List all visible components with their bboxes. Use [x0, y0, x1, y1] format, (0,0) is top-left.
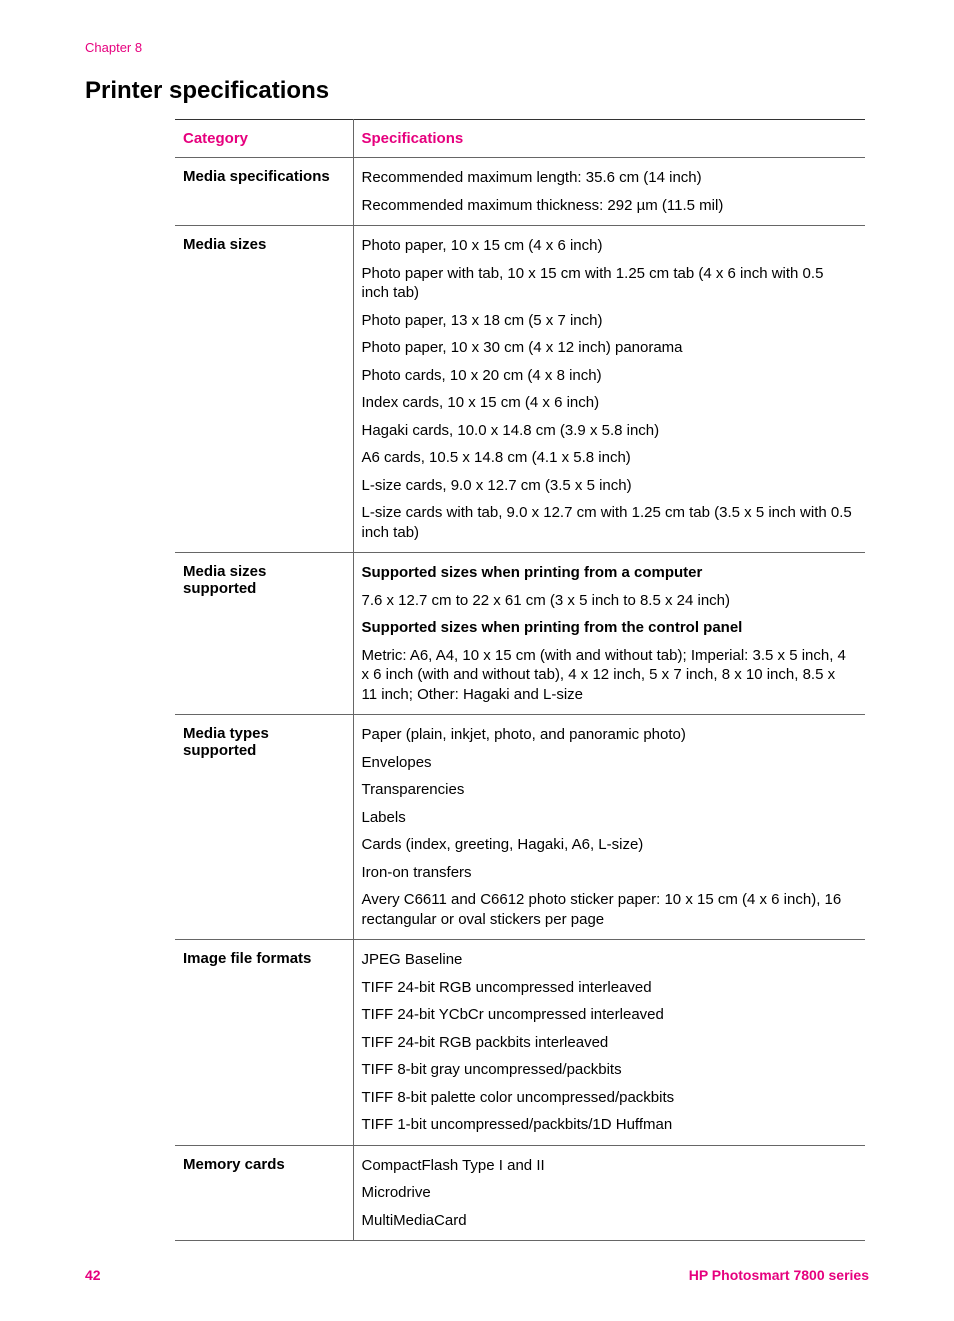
table-row: Image file formats JPEG Baseline TIFF 24-b… [175, 940, 865, 1146]
chapter-label: Chapter 8 [85, 40, 869, 55]
spec-item: 7.6 x 12.7 cm to 22 x 61 cm (3 x 5 inch … [362, 591, 854, 611]
spec-item: Index cards, 10 x 15 cm (4 x 6 inch) [362, 393, 854, 413]
spec-item: Photo paper, 13 x 18 cm (5 x 7 inch) [362, 311, 854, 331]
spec-item: Microdrive [362, 1183, 854, 1203]
page-title: Printer specifications [85, 77, 869, 105]
category-cell: Memory cards [175, 1145, 353, 1241]
category-cell: Media sizes supported [175, 553, 353, 715]
spec-cell: JPEG Baseline TIFF 24-bit RGB uncompresse… [353, 940, 865, 1146]
spec-cell: Supported sizes when printing from a com… [353, 553, 865, 715]
spec-item: A6 cards, 10.5 x 14.8 cm (4.1 x 5.8 inch… [362, 448, 854, 468]
spec-item: TIFF 1-bit uncompressed/packbits/1D Huff… [362, 1115, 854, 1135]
table-row: Media specifications Recommended maximum … [175, 158, 865, 226]
spec-item: JPEG Baseline [362, 950, 854, 970]
spec-item: TIFF 24-bit YCbCr uncompressed interleav… [362, 1005, 854, 1025]
category-cell: Media sizes [175, 226, 353, 553]
spec-item: TIFF 24-bit RGB uncompressed interleaved [362, 978, 854, 998]
page: Chapter 8 Printer specifications Categor… [0, 0, 954, 1321]
spec-item: Envelopes [362, 753, 854, 773]
spec-item: Metric: A6, A4, 10 x 15 cm (with and wit… [362, 646, 854, 705]
spec-item: TIFF 24-bit RGB packbits interleaved [362, 1033, 854, 1053]
table-header-category: Category [175, 120, 353, 158]
page-footer: 42 HP Photosmart 7800 series [85, 1267, 869, 1283]
category-cell: Media specifications [175, 158, 353, 226]
category-cell: Media types supported [175, 715, 353, 940]
spec-item: Recommended maximum thickness: 292 µm (1… [362, 196, 854, 216]
spec-item: Supported sizes when printing from the c… [362, 618, 854, 638]
table-row: Media sizes supported Supported sizes whe… [175, 553, 865, 715]
category-cell: Image file formats [175, 940, 353, 1146]
spec-item: Photo cards, 10 x 20 cm (4 x 8 inch) [362, 366, 854, 386]
spec-item: Transparencies [362, 780, 854, 800]
spec-item: Recommended maximum length: 35.6 cm (14 … [362, 168, 854, 188]
spec-item: Supported sizes when printing from a com… [362, 563, 854, 583]
table-row: Memory cards CompactFlash Type I and II Mi… [175, 1145, 865, 1241]
spec-item: L-size cards, 9.0 x 12.7 cm (3.5 x 5 inc… [362, 476, 854, 496]
product-name: HP Photosmart 7800 series [689, 1267, 869, 1283]
spec-cell: Photo paper, 10 x 15 cm (4 x 6 inch) Phot… [353, 226, 865, 553]
spec-item: Cards (index, greeting, Hagaki, A6, L-si… [362, 835, 854, 855]
table-row: Media types supported Paper (plain, inkje… [175, 715, 865, 940]
spec-item: Iron-on transfers [362, 863, 854, 883]
table-header-spec: Specifications [353, 120, 865, 158]
spec-item: Photo paper, 10 x 15 cm (4 x 6 inch) [362, 236, 854, 256]
spec-item: Labels [362, 808, 854, 828]
spec-table: Category Specifications Media specificat… [175, 119, 865, 1241]
spec-cell: CompactFlash Type I and II Microdrive Mult… [353, 1145, 865, 1241]
spec-item: Photo paper with tab, 10 x 15 cm with 1.… [362, 264, 854, 303]
spec-item: MultiMediaCard [362, 1211, 854, 1231]
spec-item: Hagaki cards, 10.0 x 14.8 cm (3.9 x 5.8 … [362, 421, 854, 441]
spec-item: Photo paper, 10 x 30 cm (4 x 12 inch) pa… [362, 338, 854, 358]
spec-cell: Paper (plain, inkjet, photo, and panoram… [353, 715, 865, 940]
spec-item: Paper (plain, inkjet, photo, and panoram… [362, 725, 854, 745]
page-number: 42 [85, 1267, 101, 1283]
spec-table-body: Media specifications Recommended maximum … [175, 158, 865, 1241]
spec-item: L-size cards with tab, 9.0 x 12.7 cm wit… [362, 503, 854, 542]
spec-item: TIFF 8-bit gray uncompressed/packbits [362, 1060, 854, 1080]
spec-cell: Recommended maximum length: 35.6 cm (14 … [353, 158, 865, 226]
spec-item: TIFF 8-bit palette color uncompressed/pa… [362, 1088, 854, 1108]
spec-item: CompactFlash Type I and II [362, 1156, 854, 1176]
table-row: Media sizesPhoto paper, 10 x 15 cm (4 x … [175, 226, 865, 553]
spec-item: Avery C6611 and C6612 photo sticker pape… [362, 890, 854, 929]
